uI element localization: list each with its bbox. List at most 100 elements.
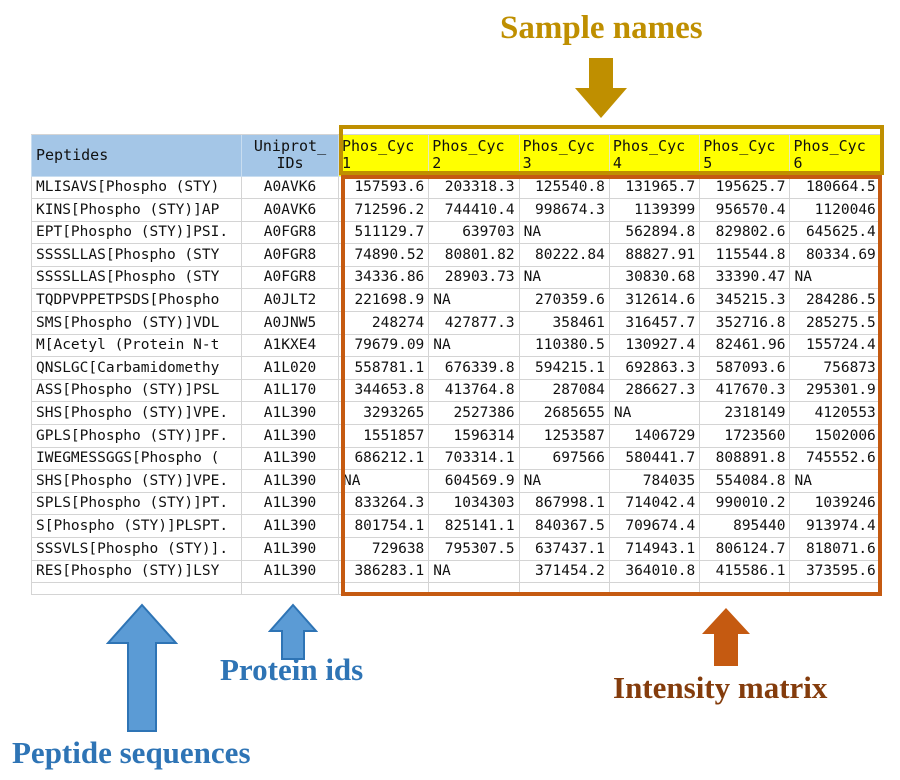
cell-intensity[interactable]: 697566 — [518, 446, 610, 471]
cell-intensity[interactable]: 74890.52 — [337, 243, 430, 267]
column-header-phos-cyc-1[interactable]: Phos_Cyc 1 — [337, 133, 430, 177]
cell-peptide[interactable]: M[Acetyl (Protein N-t — [31, 333, 242, 358]
cell-peptide[interactable]: SHS[Phospho (STY)]VPE. — [31, 469, 242, 493]
cell-peptide[interactable]: IWEGMESSGGS[Phospho ( — [31, 446, 242, 471]
cell-peptide[interactable]: SMS[Phospho (STY)]VDL — [31, 311, 242, 335]
cell-intensity[interactable]: 511129.7 — [337, 220, 430, 245]
cell-intensity[interactable]: 645625.4 — [789, 220, 881, 245]
table-row[interactable]: MLISAVS[Phospho (STY) A0AVK6 157593.6 20331… — [31, 175, 881, 200]
cell-intensity-na[interactable]: NA — [428, 559, 520, 584]
cell-intensity[interactable]: 756873 — [789, 356, 881, 380]
cell-intensity[interactable]: 558781.1 — [337, 356, 430, 380]
cell-intensity[interactable]: 82461.96 — [699, 333, 791, 358]
cell-intensity[interactable]: 248274 — [337, 311, 430, 335]
cell-intensity[interactable]: 1039246 — [789, 491, 881, 516]
cell-uniprot-id[interactable]: A1L390 — [241, 469, 339, 493]
cell-intensity[interactable]: 1034303 — [428, 491, 520, 516]
cell-intensity[interactable]: 415586.1 — [699, 559, 791, 584]
cell-uniprot-id[interactable]: A1L390 — [241, 446, 339, 471]
cell-intensity[interactable]: 2685655 — [518, 401, 610, 426]
cell-intensity[interactable]: 1596314 — [428, 424, 520, 448]
cell-peptide[interactable]: GPLS[Phospho (STY)]PF. — [31, 424, 242, 448]
column-header-phos-cyc-5[interactable]: Phos_Cyc 5 — [699, 133, 791, 177]
cell-intensity[interactable]: 364010.8 — [608, 559, 701, 584]
cell-intensity[interactable]: 79679.09 — [337, 333, 430, 358]
cell-peptide[interactable]: RES[Phospho (STY)]LSY — [31, 559, 242, 584]
table-row[interactable]: SMS[Phospho (STY)]VDL A0JNW5 248274 427877.… — [31, 311, 881, 335]
peptide-intensity-table[interactable]: Peptides Uniprot_ IDs Phos_Cyc 1 Phos_Cyc 2… — [31, 128, 881, 596]
cell-intensity[interactable]: 554084.8 — [699, 469, 791, 493]
cell-intensity[interactable]: 594215.1 — [518, 356, 610, 380]
cell-peptide[interactable]: S[Phospho (STY)]PLSPT. — [31, 514, 242, 538]
cell-intensity[interactable]: 1502006 — [789, 424, 881, 448]
cell-intensity[interactable]: 373595.6 — [789, 559, 881, 584]
table-row[interactable]: RES[Phospho (STY)]LSY A1L390 386283.1 NA 371… — [31, 559, 881, 584]
cell-uniprot-id[interactable]: A1KXE4 — [241, 333, 339, 358]
cell-intensity[interactable]: 80801.82 — [428, 243, 520, 267]
column-header-uniprot-ids[interactable]: Uniprot_ IDs — [241, 133, 339, 177]
table-row[interactable]: M[Acetyl (Protein N-t A1KXE4 79679.09 NA 110… — [31, 333, 881, 358]
cell-peptide[interactable]: EPT[Phospho (STY)]PSI. — [31, 220, 242, 245]
cell-intensity[interactable]: 998674.3 — [518, 198, 610, 222]
cell-intensity-na[interactable]: NA — [337, 469, 430, 493]
cell-intensity[interactable]: 88827.91 — [608, 243, 701, 267]
cell-intensity[interactable]: 806124.7 — [699, 537, 791, 561]
cell-intensity-na[interactable]: NA — [789, 469, 881, 493]
cell-intensity[interactable]: 130927.4 — [608, 333, 701, 358]
cell-uniprot-id[interactable]: A1L390 — [241, 491, 339, 516]
cell-intensity[interactable]: 157593.6 — [337, 175, 430, 200]
cell-intensity[interactable]: 316457.7 — [608, 311, 701, 335]
cell-intensity-na[interactable]: NA — [518, 220, 610, 245]
cell-intensity[interactable]: 3293265 — [337, 401, 430, 426]
cell-intensity[interactable]: 676339.8 — [428, 356, 520, 380]
cell-intensity[interactable]: 417670.3 — [699, 378, 791, 403]
cell-intensity[interactable]: 714042.4 — [608, 491, 701, 516]
cell-intensity[interactable]: 692863.3 — [608, 356, 701, 380]
table-row[interactable]: SSSSLLAS[Phospho (STY A0FGR8 34336.86 28903… — [31, 265, 881, 290]
cell-intensity[interactable]: 2527386 — [428, 401, 520, 426]
column-header-phos-cyc-3[interactable]: Phos_Cyc 3 — [518, 133, 610, 177]
cell-uniprot-id[interactable]: A1L390 — [241, 514, 339, 538]
cell-intensity[interactable]: 1406729 — [608, 424, 701, 448]
cell-intensity-na[interactable]: NA — [518, 265, 610, 290]
table-row[interactable]: SPLS[Phospho (STY)]PT. A1L390 833264.3 1034… — [31, 491, 881, 516]
cell-intensity[interactable]: 413764.8 — [428, 378, 520, 403]
cell-intensity[interactable]: 358461 — [518, 311, 610, 335]
cell-peptide[interactable]: SHS[Phospho (STY)]VPE. — [31, 401, 242, 426]
cell-intensity[interactable]: 125540.8 — [518, 175, 610, 200]
cell-peptide[interactable]: SSSSLLAS[Phospho (STY — [31, 243, 242, 267]
cell-intensity-na[interactable]: NA — [789, 265, 881, 290]
cell-intensity[interactable]: 155724.4 — [789, 333, 881, 358]
cell-intensity[interactable]: 270359.6 — [518, 288, 610, 313]
cell-intensity[interactable]: 829802.6 — [699, 220, 791, 245]
cell-uniprot-id[interactable]: A0FGR8 — [241, 243, 339, 267]
cell-uniprot-id[interactable]: A0JNW5 — [241, 311, 339, 335]
cell-peptide[interactable]: MLISAVS[Phospho (STY) — [31, 175, 242, 200]
cell-intensity[interactable]: 833264.3 — [337, 491, 430, 516]
cell-intensity-na[interactable]: NA — [428, 288, 520, 313]
table-row[interactable]: QNSLGC[Carbamidomethy A1L020 558781.1 67633… — [31, 356, 881, 380]
cell-intensity[interactable]: 808891.8 — [699, 446, 791, 471]
cell-uniprot-id[interactable]: A1L390 — [241, 537, 339, 561]
cell-intensity[interactable]: 913974.4 — [789, 514, 881, 538]
cell-uniprot-id[interactable]: A1L390 — [241, 424, 339, 448]
cell-intensity[interactable]: 371454.2 — [518, 559, 610, 584]
column-header-peptides[interactable]: Peptides — [31, 133, 242, 177]
cell-peptide[interactable]: SPLS[Phospho (STY)]PT. — [31, 491, 242, 516]
cell-intensity[interactable]: 427877.3 — [428, 311, 520, 335]
cell-intensity[interactable]: 580441.7 — [608, 446, 701, 471]
cell-intensity[interactable]: 686212.1 — [337, 446, 430, 471]
cell-intensity-na[interactable]: NA — [518, 469, 610, 493]
cell-peptide[interactable]: SSSSLLAS[Phospho (STY — [31, 265, 242, 290]
cell-uniprot-id[interactable]: A0JLT2 — [241, 288, 339, 313]
cell-intensity[interactable]: 4120553 — [789, 401, 881, 426]
table-row[interactable]: SHS[Phospho (STY)]VPE. A1L390 3293265 25273… — [31, 401, 881, 426]
cell-uniprot-id[interactable]: A1L390 — [241, 559, 339, 584]
table-row[interactable]: SSSVLS[Phospho (STY)]. A1L390 729638 795307… — [31, 537, 881, 561]
cell-uniprot-id[interactable]: A1L020 — [241, 356, 339, 380]
cell-intensity[interactable]: 312614.6 — [608, 288, 701, 313]
cell-intensity[interactable]: 344653.8 — [337, 378, 430, 403]
cell-intensity-na[interactable]: NA — [608, 401, 701, 426]
table-row[interactable]: ASS[Phospho (STY)]PSL A1L170 344653.8 41376… — [31, 378, 881, 403]
cell-intensity[interactable]: 637437.1 — [518, 537, 610, 561]
